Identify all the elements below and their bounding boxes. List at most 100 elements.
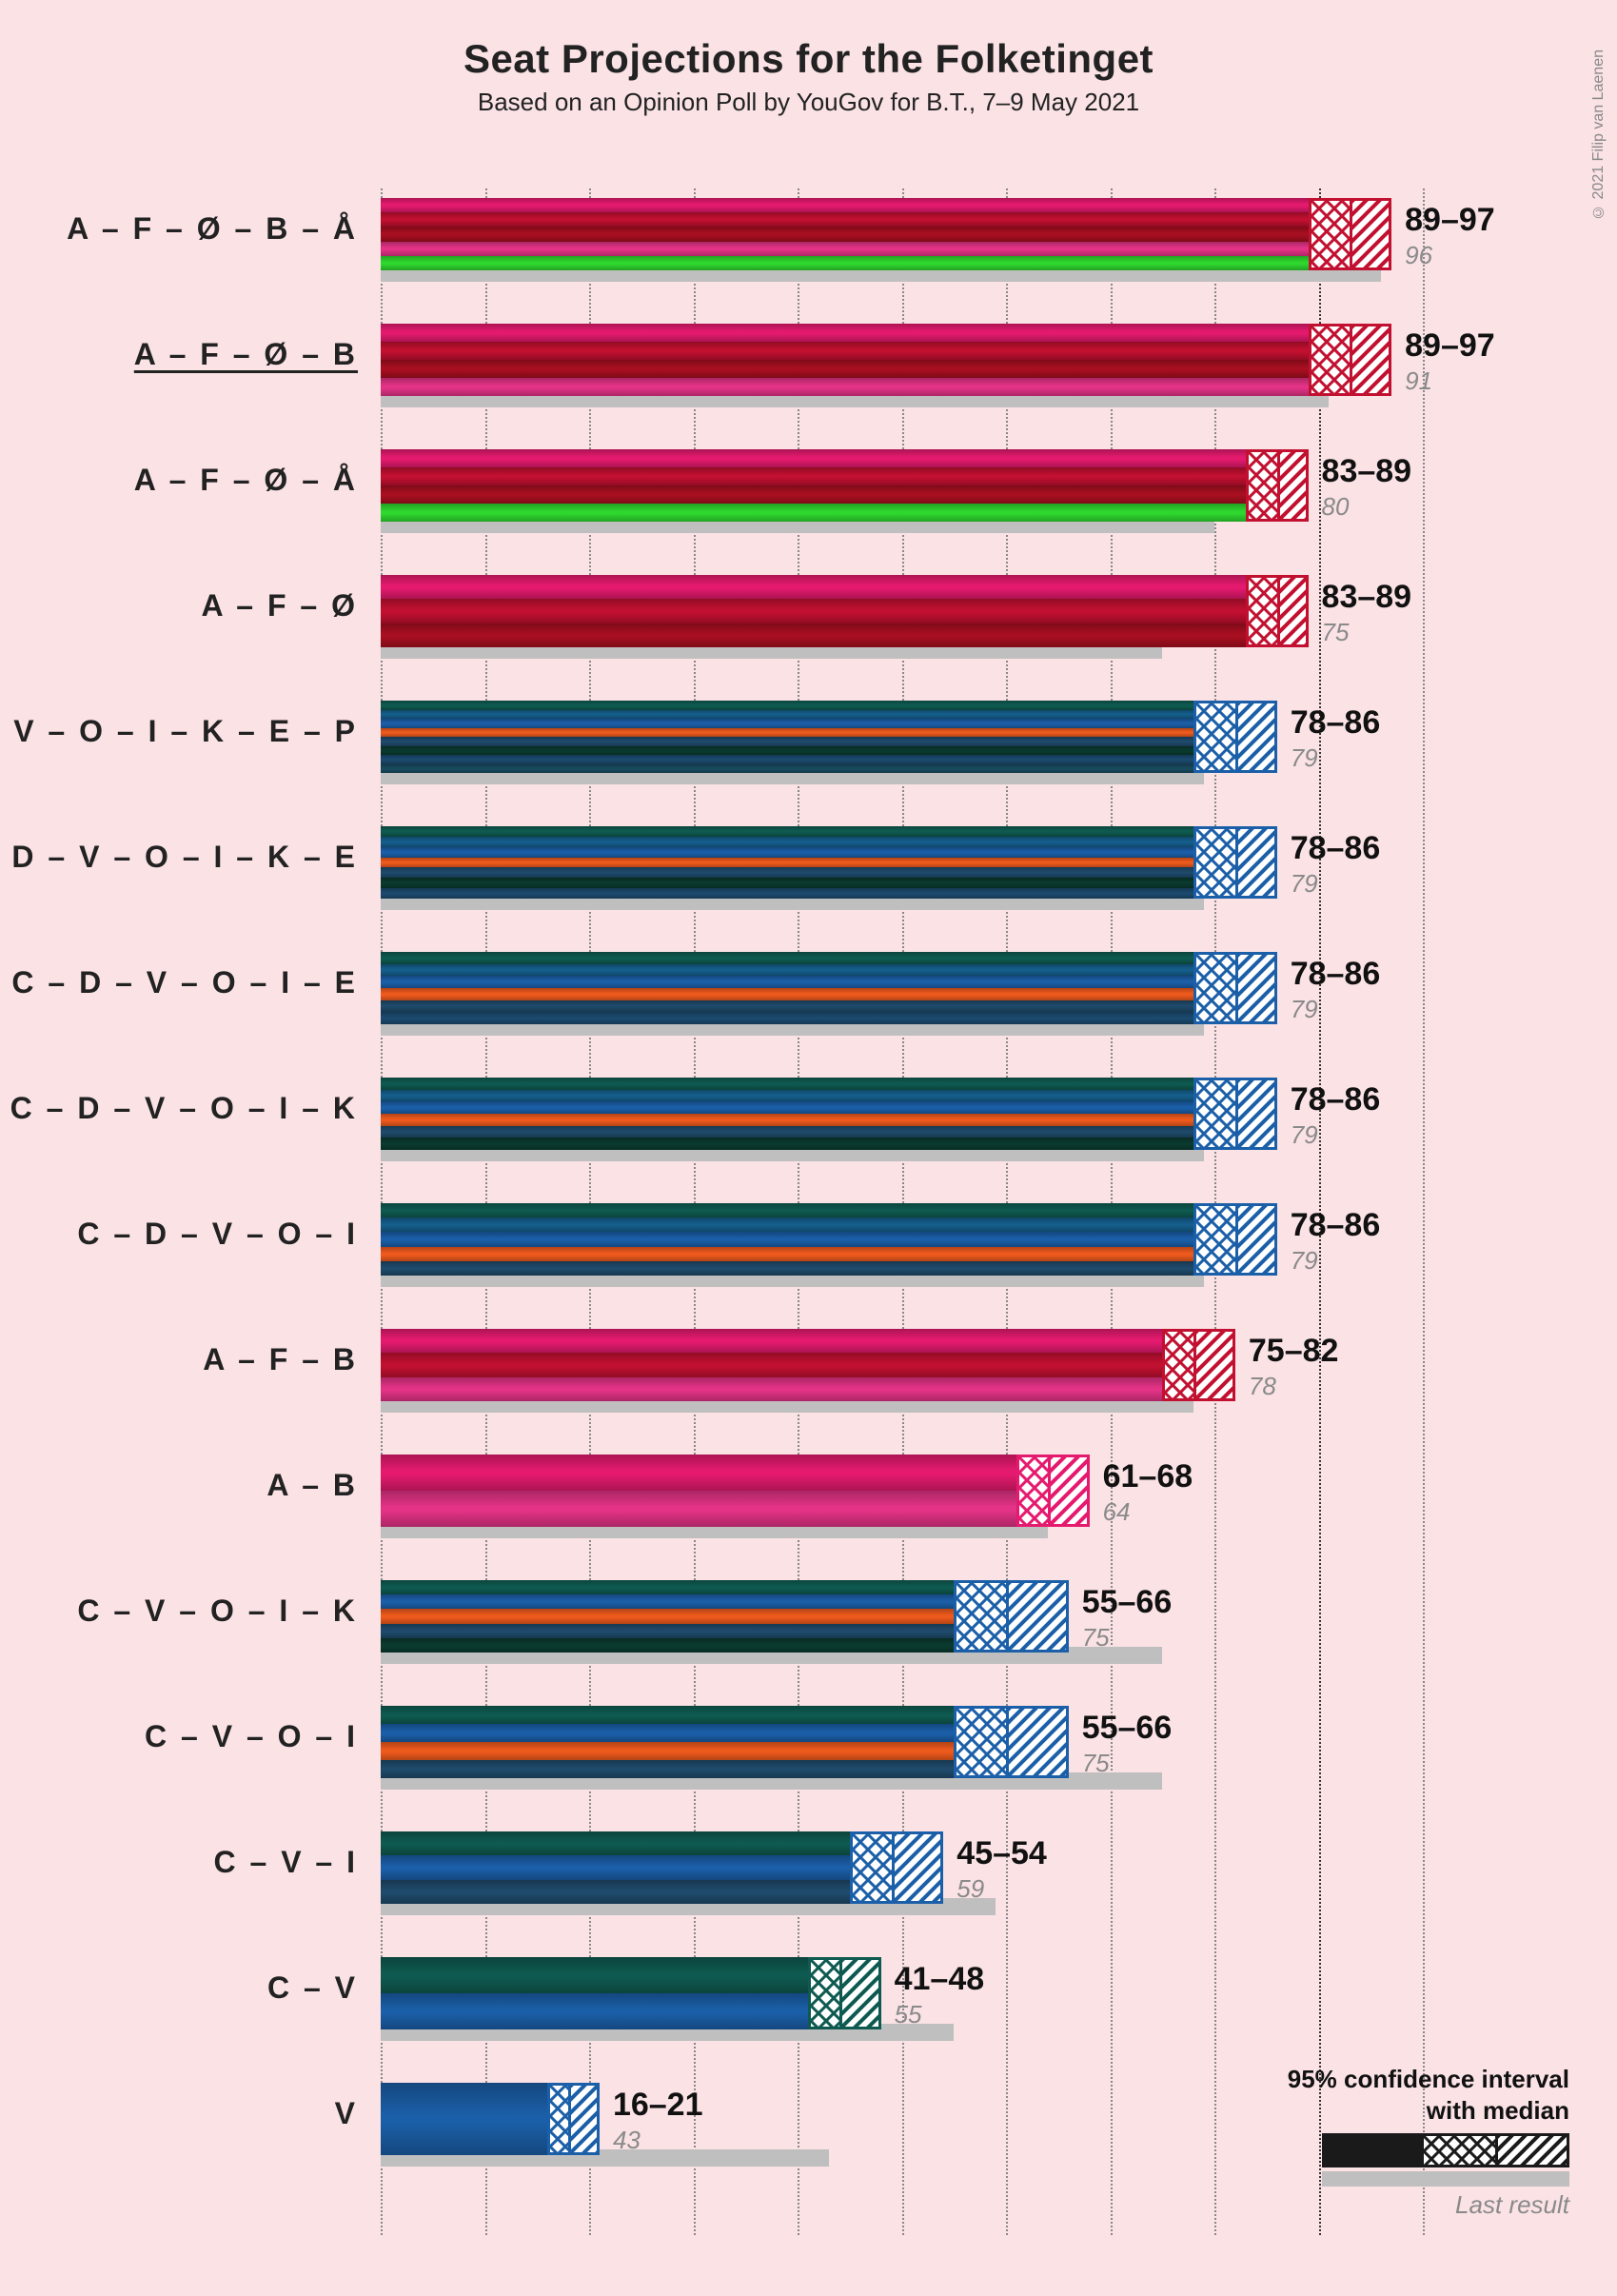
- coalition-row: A – F – Ø – Å83–8980: [381, 449, 1423, 522]
- gridline: [1423, 188, 1425, 2235]
- coalition-label: A – F – B: [203, 1342, 358, 1377]
- coalition-label: C – V – I: [214, 1845, 359, 1880]
- value-labels: 83–8975: [1322, 579, 1412, 647]
- coalition-label: C – D – V – O – I – E: [11, 965, 358, 1000]
- ci-median-to-high: [1048, 1455, 1090, 1527]
- chart-subtitle: Based on an Opinion Poll by YouGov for B…: [0, 88, 1617, 117]
- bar-body: [381, 826, 1193, 899]
- ci-median-to-high: [1235, 826, 1277, 899]
- legend-swatch-crosshatch: [1421, 2133, 1495, 2167]
- ci-low-to-median: [954, 1706, 1006, 1778]
- bar-stripe: [381, 710, 1193, 720]
- ci-median-to-high: [1193, 1329, 1235, 1401]
- coalition-row: A – B61–6864: [381, 1455, 1423, 1527]
- bar-stripe: [381, 858, 1193, 868]
- coalition-label: C – D – V – O – I – K – E: [0, 840, 358, 875]
- bar-stripe: [381, 449, 1246, 467]
- last-result-label: 79: [1291, 1246, 1381, 1276]
- coalition-row: C – V41–4855: [381, 1957, 1423, 2029]
- bar-stripe: [381, 1880, 850, 1904]
- ci-low-to-median: [1193, 826, 1235, 899]
- legend-title-line2: with median: [1288, 2095, 1569, 2127]
- bar-stripe: [381, 1114, 1193, 1126]
- bar-stripe: [381, 623, 1246, 647]
- bar-body: [381, 701, 1193, 773]
- range-label: 75–82: [1249, 1333, 1339, 1370]
- value-labels: 75–8278: [1249, 1333, 1339, 1401]
- ci-median-to-high: [892, 1831, 944, 1904]
- last-result-label: 79: [1291, 743, 1381, 773]
- bar-stripe: [381, 988, 1193, 1000]
- bar-stripe: [381, 837, 1193, 847]
- coalition-row: C – V – O – I – K55–6675: [381, 1580, 1423, 1653]
- range-label: 78–86: [1291, 1207, 1381, 1244]
- bar-stripe: [381, 1247, 1193, 1261]
- bar-stripe: [381, 1957, 808, 1993]
- last-result-label: 43: [613, 2126, 703, 2155]
- last-result-label: 91: [1405, 366, 1495, 396]
- bar-stripe: [381, 2083, 547, 2155]
- ci-median-to-high: [1006, 1706, 1069, 1778]
- ci-median-to-high: [1235, 701, 1277, 773]
- bar-body: [381, 2083, 547, 2155]
- ci-low-to-median: [1162, 1329, 1193, 1401]
- bar-stripe: [381, 1993, 808, 2029]
- value-labels: 78–8679: [1291, 1207, 1381, 1276]
- bar-stripe: [381, 1261, 1193, 1276]
- bar-stripe: [381, 360, 1309, 378]
- chart-title: Seat Projections for the Folketinget: [0, 36, 1617, 82]
- ci-low-to-median: [1193, 1203, 1235, 1276]
- ci-median-to-high: [1277, 449, 1309, 522]
- bar-stripe: [381, 728, 1193, 738]
- bar-stripe: [381, 504, 1246, 522]
- range-label: 78–86: [1291, 956, 1381, 993]
- bar-stripe: [381, 1594, 954, 1609]
- coalition-label: C – V – O – I – K: [77, 1593, 358, 1629]
- bar-stripe: [381, 764, 1193, 774]
- ci-low-to-median: [1193, 1078, 1235, 1150]
- range-label: 89–97: [1405, 327, 1495, 365]
- bar-stripe: [381, 1217, 1193, 1232]
- ci-low-to-median: [1246, 575, 1277, 647]
- bar-stripe: [381, 1624, 954, 1638]
- bar-stripe: [381, 1232, 1193, 1246]
- bar-stripe: [381, 467, 1246, 485]
- bar-stripe: [381, 1855, 850, 1879]
- ci-median-to-high: [1235, 1078, 1277, 1150]
- bar-stripe: [381, 1203, 1193, 1217]
- range-label: 61–68: [1103, 1458, 1193, 1495]
- legend: 95% confidence interval with median Last…: [1288, 2064, 1569, 2220]
- bar-stripe: [381, 1101, 1193, 1114]
- bar-stripe: [381, 1090, 1193, 1102]
- coalition-row: C – D – V – O – I – K – E – P78–8679: [381, 701, 1423, 773]
- range-label: 78–86: [1291, 1081, 1381, 1118]
- legend-ci-swatch: [1322, 2133, 1569, 2167]
- last-result-label: 80: [1322, 492, 1412, 522]
- coalition-label: A – B: [266, 1468, 358, 1503]
- value-labels: 78–8679: [1291, 830, 1381, 899]
- bar-stripe: [381, 1138, 1193, 1150]
- coalition-row: C – D – V – O – I – K – E78–8679: [381, 826, 1423, 899]
- bar-stripe: [381, 826, 1193, 837]
- ci-low-to-median: [1016, 1455, 1048, 1527]
- legend-lastresult-swatch: [1322, 2171, 1569, 2187]
- coalition-row: V16–2143: [381, 2083, 1423, 2155]
- bar-body: [381, 1580, 954, 1653]
- value-labels: 78–8679: [1291, 1081, 1381, 1150]
- coalition-label: A – F – Ø – B – Å: [67, 211, 358, 247]
- ci-median-to-high: [568, 2083, 600, 2155]
- bar-body: [381, 1957, 808, 2029]
- bar-body: [381, 324, 1309, 396]
- bar-stripe: [381, 1609, 954, 1623]
- bar-stripe: [381, 485, 1246, 504]
- range-label: 16–21: [613, 2087, 703, 2124]
- bar-stripe: [381, 1706, 954, 1724]
- ci-low-to-median: [1309, 198, 1351, 270]
- bar-stripe: [381, 227, 1309, 241]
- last-result-label: 64: [1103, 1497, 1193, 1527]
- value-labels: 55–6675: [1082, 1584, 1173, 1653]
- bar-body: [381, 449, 1246, 522]
- bar-body: [381, 1831, 850, 1904]
- coalition-label: C – D – V – O – I – K: [10, 1091, 358, 1126]
- bar-stripe: [381, 1724, 954, 1742]
